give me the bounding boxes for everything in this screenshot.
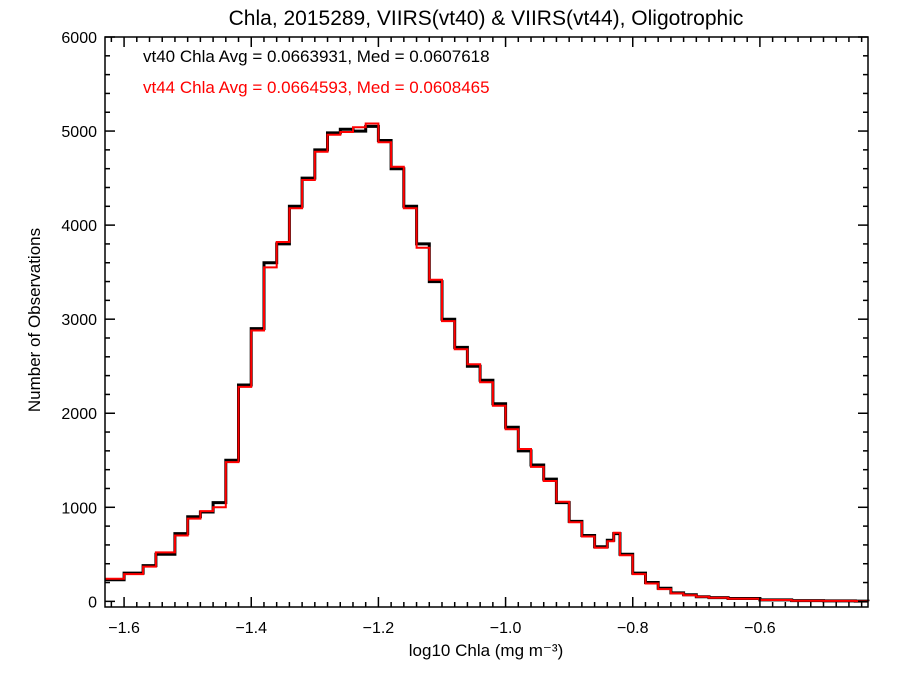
ticks-layer: −1.6 −1.4 −1.2 −1.0 −0.8 −0.6 0 1000 2000 3000 400… [61,30,868,637]
y-axis-label: Number of Observations [25,228,44,412]
histogram-series-1 [105,122,869,603]
x-axis-label: log10 Chla (mg m⁻³) [409,641,563,660]
stat-annotation-vt40: vt40 Chla Avg = 0.0663931, Med = 0.06076… [143,47,490,66]
y-tick-label: 0 [88,594,97,611]
x-tick-label: −1.2 [363,620,395,637]
x-tick-label: −0.8 [617,620,649,637]
chart-title: Chla, 2015289, VIIRS(vt40) & VIIRS(vt44)… [229,7,744,30]
y-tick-label: 5000 [61,124,97,141]
series-layer [105,122,870,603]
y-tick-label: 3000 [61,312,97,329]
x-tick-label: −1.0 [490,620,522,637]
x-tick-label: −1.6 [108,620,140,637]
y-tick-label: 4000 [61,218,97,235]
histogram-series-0 [105,124,870,603]
x-tick-label: −0.6 [744,620,776,637]
y-tick-label: 2000 [61,406,97,423]
stat-annotation-vt44: vt44 Chla Avg = 0.0664593, Med = 0.06084… [143,78,490,97]
x-tick-label: −1.4 [235,620,267,637]
y-tick-label: 6000 [61,30,97,47]
plot-frame [104,36,869,608]
y-tick-label: 1000 [61,500,97,517]
